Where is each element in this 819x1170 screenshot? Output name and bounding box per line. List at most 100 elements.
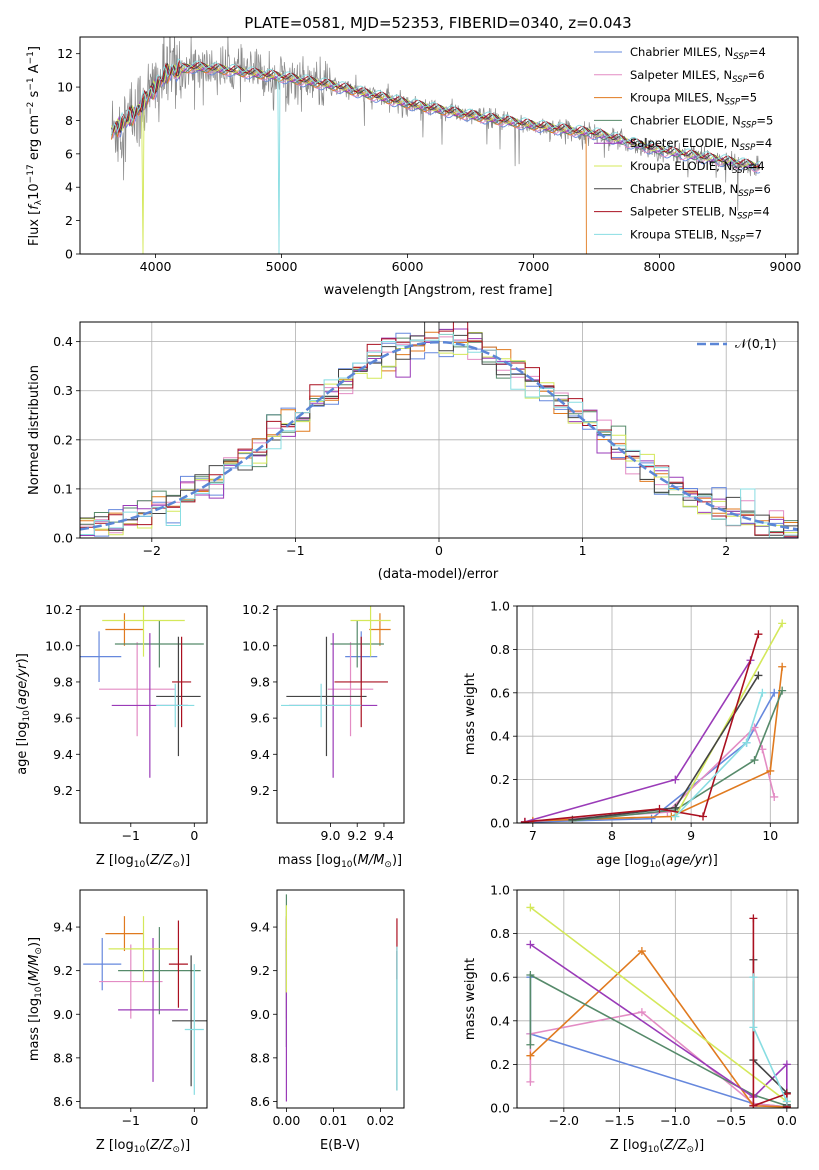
- axes-frame: [79, 889, 208, 1109]
- mass-weight-marker: [671, 775, 680, 784]
- y-tick-label: 9.6: [250, 711, 270, 726]
- legend-label: Chabrier ELODIE, NSSP=5: [630, 113, 773, 130]
- mass-weight-marker: [671, 803, 680, 812]
- model-spectrum-line: [111, 61, 587, 254]
- y-tick-label: 0.2: [53, 432, 73, 447]
- x-tick-label: 2: [722, 543, 730, 558]
- y-tick-label: 10.2: [45, 602, 73, 617]
- mass-weight-line: [529, 943, 788, 1108]
- legend-label: Kroupa STELIB, NSSP=7: [630, 227, 762, 244]
- panel-mass-vs-z: −1 0 8.6 8.8 9.0 9.2 9.4: [53, 889, 208, 1128]
- normal-curve-line: [80, 340, 798, 531]
- plot-area-mass-weight-vs-age: [520, 619, 787, 823]
- panel-age-vs-z: −1 0 9.2 9.4 9.6 9.8 10.0 10.2: [45, 602, 208, 843]
- y-tick-label: 0.6: [490, 970, 510, 985]
- x-axis-label: Z [log10(Z/Z⊙)]: [96, 853, 190, 870]
- legend-label: Kroupa MILES, NSSP=5: [630, 91, 757, 108]
- plot-area-age-vs-z: [80, 606, 204, 778]
- y-tick-label: 10: [57, 80, 73, 95]
- y-tick-label: 0.3: [53, 383, 73, 398]
- y-axis-label: Normed distribution: [27, 365, 42, 495]
- y-tick-label: 0.8: [490, 642, 510, 657]
- x-tick-label: 1: [579, 543, 587, 558]
- plot-area-residuals: [80, 322, 798, 538]
- y-tick-label: 9.2: [53, 963, 73, 978]
- y-tick-label: 9.6: [53, 711, 73, 726]
- mass-weight-line: [752, 977, 788, 1102]
- plot-area-spectrum: [111, 37, 761, 254]
- mass-weight-marker: [758, 688, 767, 697]
- mass-weight-line: [529, 906, 788, 1103]
- x-tick-label: 9.0: [321, 828, 341, 843]
- mass-weight-marker: [749, 914, 758, 923]
- plot-area-age-vs-mass: [281, 606, 391, 778]
- mass-weight-line: [752, 918, 788, 1107]
- mass-weight-marker: [749, 973, 758, 982]
- y-tick-label: 9.4: [53, 747, 73, 762]
- mass-weight-line: [572, 690, 783, 822]
- x-tick-label: 5000: [266, 259, 298, 274]
- legend-label: Salpeter ELODIE, NSSP=4: [630, 136, 772, 153]
- y-tick-label: 0.2: [490, 1057, 510, 1072]
- x-tick-label: −1: [286, 543, 304, 558]
- y-tick-label: 0.8: [490, 926, 510, 941]
- mass-weight-line: [532, 666, 783, 822]
- x-tick-label: 10: [762, 828, 778, 843]
- mass-weight-marker: [754, 630, 763, 639]
- y-tick-label: 8.6: [53, 1094, 73, 1109]
- mass-weight-line: [674, 623, 783, 817]
- x-axis-label: mass [log10(M/M⊙)]: [278, 853, 402, 870]
- mass-weight-marker: [671, 812, 680, 821]
- y-tick-label: 1.0: [490, 883, 510, 898]
- x-tick-label: 6000: [392, 259, 424, 274]
- model-spectrum-line: [111, 58, 761, 168]
- x-tick-label: 7000: [518, 259, 550, 274]
- mass-weight-marker: [782, 1097, 791, 1106]
- legend-label: 𝒩(0,1): [735, 336, 777, 351]
- mass-weight-marker: [637, 1008, 646, 1017]
- y-tick-label: 9.0: [53, 1007, 73, 1022]
- mass-weight-marker: [526, 903, 535, 912]
- axes-frame: [79, 605, 208, 824]
- y-tick-label: 9.8: [250, 674, 270, 689]
- y-tick-label: 0.4: [53, 334, 73, 349]
- mass-weight-marker: [526, 1051, 535, 1060]
- model-spectrum-line: [111, 63, 761, 169]
- y-tick-label: 0.1: [53, 481, 73, 496]
- axes-frame: [516, 605, 799, 824]
- y-tick-label: 6: [65, 146, 73, 161]
- mass-weight-marker: [778, 619, 787, 628]
- x-tick-label: 8: [608, 828, 616, 843]
- axes-frame: [276, 605, 405, 824]
- mass-weight-line: [529, 973, 788, 1107]
- model-spectrum-line: [111, 58, 761, 254]
- y-tick-label: 8.6: [250, 1094, 270, 1109]
- plot-area-mass-vs-ebv: [285, 894, 398, 1102]
- x-axis-label: (data-model)/error: [378, 567, 499, 582]
- y-tick-label: 10.0: [242, 638, 270, 653]
- x-tick-label: 0.01: [320, 1113, 348, 1128]
- legend-label: Chabrier STELIB, NSSP=6: [630, 182, 771, 199]
- y-tick-label: 10.2: [242, 602, 270, 617]
- plot-area-mass-vs-z: [83, 916, 207, 1095]
- histogram-step: [80, 333, 798, 538]
- mass-weight-marker: [778, 662, 787, 671]
- x-tick-label: −2: [143, 543, 161, 558]
- y-tick-label: 0.0: [53, 531, 73, 546]
- mass-weight-marker: [749, 1023, 758, 1032]
- legend-label: Salpeter MILES, NSSP=6: [630, 68, 765, 85]
- mass-weight-marker: [766, 766, 775, 775]
- x-tick-label: 0.00: [272, 1113, 300, 1128]
- mass-weight-marker: [647, 814, 656, 823]
- mass-weight-marker: [758, 745, 767, 754]
- y-tick-label: 0.6: [490, 685, 510, 700]
- mass-weight-line: [532, 692, 775, 823]
- y-axis-label: mass weight: [463, 958, 478, 1040]
- chart-title: PLATE=0581, MJD=52353, FIBERID=0340, z=0…: [244, 14, 631, 32]
- y-tick-label: 8.8: [250, 1050, 270, 1065]
- panel-residuals: −2 −1 0 1 2 0.0 0.1 0.2 0.3 0.4: [53, 321, 799, 558]
- y-axis-label: Flux [fλ10−17 erg cm−2 s−1 A−1]: [26, 46, 44, 246]
- x-tick-label: 0: [190, 828, 198, 843]
- mass-weight-line: [524, 633, 760, 823]
